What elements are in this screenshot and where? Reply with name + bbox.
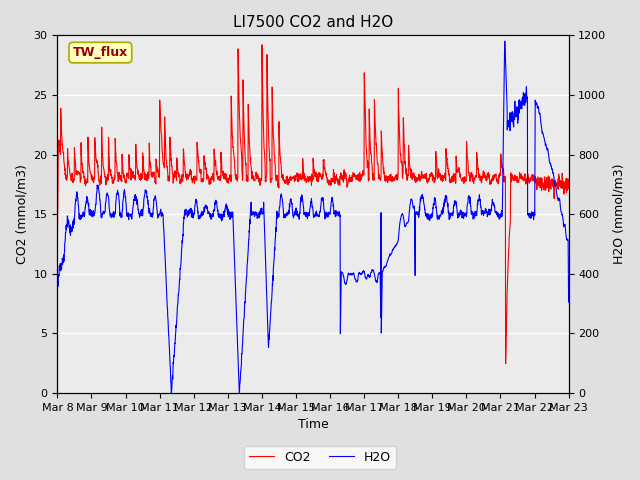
- H2O: [339, 270, 346, 276]
- CO2: [534, 179, 542, 185]
- Legend: CO2, H2O: CO2, H2O: [244, 446, 396, 469]
- H2O: [54, 278, 61, 284]
- CO2: [54, 241, 61, 247]
- H2O: [168, 390, 175, 396]
- Line: H2O: H2O: [58, 41, 568, 393]
- CO2: [461, 177, 469, 182]
- CO2: [520, 178, 528, 183]
- X-axis label: Time: Time: [298, 419, 328, 432]
- CO2: [196, 167, 204, 172]
- H2O: [534, 105, 542, 110]
- CO2: [564, 177, 572, 182]
- CO2: [502, 361, 509, 367]
- H2O: [328, 196, 335, 202]
- Title: LI7500 CO2 and H2O: LI7500 CO2 and H2O: [233, 15, 393, 30]
- H2O: [520, 100, 528, 106]
- Text: TW_flux: TW_flux: [73, 46, 128, 59]
- H2O: [564, 300, 572, 305]
- Y-axis label: CO2 (mmol/m3): CO2 (mmol/m3): [15, 164, 28, 264]
- CO2: [339, 177, 346, 182]
- Y-axis label: H2O (mmol/m3): H2O (mmol/m3): [612, 164, 625, 264]
- Line: CO2: CO2: [58, 45, 568, 364]
- CO2: [258, 42, 266, 48]
- H2O: [196, 214, 204, 219]
- H2O: [461, 211, 469, 216]
- CO2: [328, 179, 335, 185]
- H2O: [501, 38, 509, 44]
